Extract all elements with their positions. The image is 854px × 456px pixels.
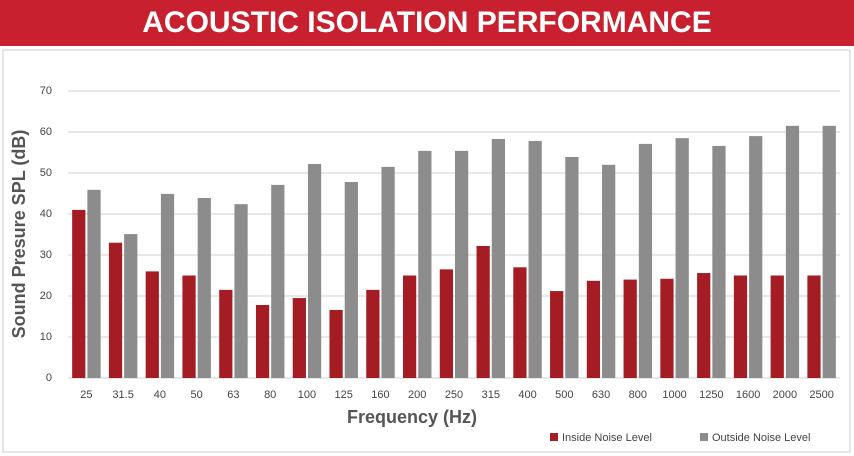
bar (439, 269, 453, 378)
bar (770, 275, 784, 378)
title-banner (0, 0, 854, 46)
x-tick-label: 100 (298, 389, 316, 401)
chart-frame (2, 49, 851, 453)
bar (733, 275, 748, 378)
x-tick-label: 63 (227, 389, 239, 401)
legend-label: Outside Noise Level (712, 432, 810, 444)
bar (87, 189, 101, 378)
bar (271, 184, 285, 378)
bar (565, 157, 579, 378)
bar (292, 298, 306, 378)
bar (513, 267, 527, 378)
y-tick-label: 60 (40, 126, 52, 138)
x-tick-label: 160 (371, 389, 389, 401)
bar (675, 138, 689, 378)
x-tick-label: 1000 (662, 389, 686, 401)
bar (697, 273, 711, 378)
bar (145, 271, 159, 378)
bar (712, 145, 726, 378)
bar (403, 275, 417, 378)
bar (182, 275, 196, 378)
legend-swatch (550, 433, 558, 441)
bar (307, 163, 322, 378)
bar (255, 305, 270, 378)
bar (72, 209, 86, 378)
x-tick-label: 630 (592, 389, 610, 401)
x-tick-label: 40 (154, 389, 166, 401)
x-tick-label: 80 (264, 389, 276, 401)
bar (219, 289, 233, 378)
x-tick-label: 50 (191, 389, 203, 401)
x-axis-label: Frequency (Hz) (347, 407, 477, 427)
legend-label: Inside Noise Level (562, 432, 652, 444)
bar (234, 204, 248, 378)
bar (785, 125, 800, 378)
bar (660, 278, 674, 378)
bar (528, 141, 542, 378)
y-tick-label: 40 (40, 208, 52, 220)
bar (822, 125, 836, 378)
x-tick-label: 500 (555, 389, 573, 401)
bar (550, 291, 564, 378)
y-tick-label: 0 (46, 372, 52, 384)
bar (602, 164, 616, 378)
x-tick-label: 315 (482, 389, 500, 401)
x-tick-label: 125 (335, 389, 353, 401)
y-tick-label: 30 (40, 249, 52, 261)
bar (381, 166, 395, 378)
bar (476, 245, 490, 378)
bar (108, 242, 123, 378)
bar (586, 280, 601, 378)
bar (455, 150, 469, 378)
x-tick-label: 2000 (773, 389, 797, 401)
x-tick-label: 31.5 (112, 389, 133, 401)
x-tick-label: 25 (80, 389, 92, 401)
bar (366, 289, 380, 378)
bar (491, 138, 505, 378)
x-tick-label: 200 (408, 389, 426, 401)
y-tick-label: 50 (40, 167, 52, 179)
bar (329, 309, 343, 378)
x-tick-label: 800 (629, 389, 647, 401)
bar (197, 198, 211, 378)
bar (638, 143, 653, 378)
legend-swatch (700, 433, 708, 441)
x-tick-label: 1250 (699, 389, 723, 401)
x-tick-label: 250 (445, 389, 463, 401)
bar (418, 150, 432, 378)
y-tick-label: 20 (40, 290, 52, 302)
bar (749, 136, 763, 378)
y-tick-label: 70 (40, 85, 52, 97)
x-tick-label: 400 (518, 389, 536, 401)
chart-title: ACOUSTIC ISOLATION PERFORMANCE (142, 6, 711, 39)
bar (124, 234, 138, 378)
bar (160, 193, 175, 378)
y-axis-label: Sound Presure SPL (dB) (9, 130, 29, 339)
x-tick-label: 1600 (736, 389, 760, 401)
x-tick-label: 2500 (809, 389, 833, 401)
bar (623, 279, 637, 378)
bar (807, 275, 821, 378)
y-tick-label: 10 (40, 331, 52, 343)
bar (344, 182, 358, 378)
